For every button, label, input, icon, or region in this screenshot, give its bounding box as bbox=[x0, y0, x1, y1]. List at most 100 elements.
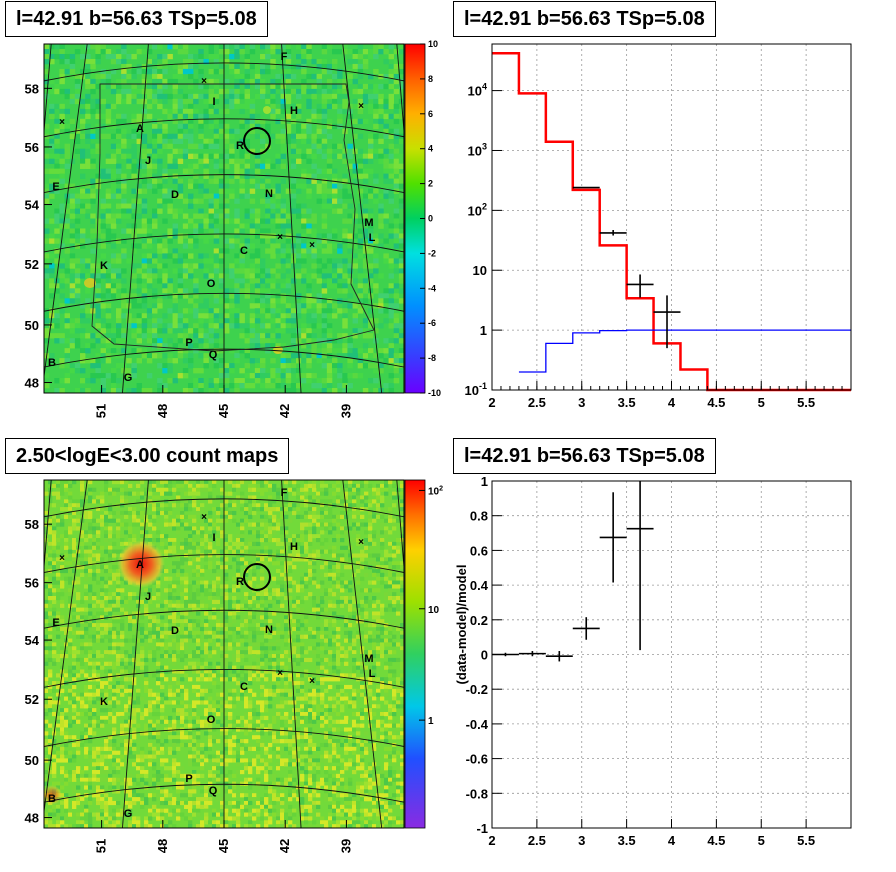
longitude-line bbox=[281, 480, 302, 828]
model-component-histogram bbox=[518, 329, 851, 373]
x-tick-label: 4.5 bbox=[707, 833, 725, 848]
source-label-n: N bbox=[265, 624, 273, 636]
colorbar bbox=[404, 479, 426, 829]
coordinate-grid bbox=[44, 480, 404, 828]
x-tick-label: 5 bbox=[758, 833, 765, 848]
residual-plot: 2 2.5 3 3.5 4 4.5 5 5.5 1 0.8 0.6 0.4 0.2 0 -0.2 -0.4 -0… bbox=[454, 474, 852, 848]
x-tick-label: 39 bbox=[338, 839, 353, 853]
source-label-c: C bbox=[240, 681, 248, 693]
spectrum-plot: 2 2.5 3 3.5 4 4.5 5 5.5 10-1 1 10 102 103 104 bbox=[465, 43, 852, 410]
data-point bbox=[599, 229, 627, 236]
y-tick-label: 10-1 bbox=[465, 381, 487, 398]
y-tick-label: 0.6 bbox=[470, 543, 488, 558]
x-tick-label: 4 bbox=[668, 833, 676, 848]
y-tick-label: 1 bbox=[481, 474, 488, 489]
y-tick-label: 0 bbox=[481, 648, 488, 663]
count-map: × × × × × A B C D E F G H I J K LM N O P Q R 51 48 45 42 39 58 56 54 5… bbox=[25, 479, 443, 853]
residual-point bbox=[626, 481, 654, 651]
source-label-k: K bbox=[100, 260, 108, 272]
colorbar-tick-label: -6 bbox=[428, 318, 436, 328]
source-label-i: I bbox=[212, 96, 215, 108]
cross-marker: × bbox=[59, 553, 65, 564]
source-label-r: R bbox=[236, 576, 244, 588]
source-label-e: E bbox=[52, 617, 59, 629]
y-tick-label: -0.6 bbox=[466, 752, 488, 767]
y-tick-label: 56 bbox=[25, 576, 39, 591]
y-tick-label: 103 bbox=[468, 141, 487, 158]
data-point bbox=[653, 295, 681, 349]
source-label-a: A bbox=[136, 123, 144, 135]
data-point bbox=[626, 274, 654, 298]
colorbar-tick-label: 102 bbox=[428, 485, 443, 497]
source-label-e: E bbox=[52, 181, 59, 193]
x-tick-label: 5 bbox=[758, 395, 765, 410]
y-tick-label: -0.8 bbox=[466, 786, 488, 801]
cross-marker: × bbox=[277, 232, 283, 243]
y-tick-label: -0.4 bbox=[466, 717, 489, 732]
source-label-n: N bbox=[265, 188, 273, 200]
target-circle bbox=[243, 127, 271, 155]
y-tick-label: -1 bbox=[476, 821, 488, 836]
cross-marker: × bbox=[201, 512, 207, 523]
coordinate-grid bbox=[44, 44, 404, 393]
y-tick-label: 54 bbox=[25, 633, 40, 648]
x-tick-label: 2.5 bbox=[528, 833, 546, 848]
x-tick-label: 45 bbox=[216, 839, 231, 853]
source-label-h: H bbox=[290, 541, 298, 553]
map-image: × × × × × A B C D E F G H I J K LM N O P Q R bbox=[44, 480, 404, 828]
source-label-j: J bbox=[145, 155, 151, 167]
source-label-m: M bbox=[364, 653, 373, 665]
longitude-line bbox=[122, 44, 149, 393]
residual-point bbox=[599, 492, 627, 583]
x-tick-label: 4 bbox=[668, 395, 676, 410]
y-axis-label: (data-model)/model bbox=[454, 565, 469, 685]
x-tick-label: 4.5 bbox=[707, 395, 725, 410]
x-tick-label: 3 bbox=[578, 833, 585, 848]
map-image: × × × × × A B C D E F G H I J K LM N O P Q R bbox=[44, 44, 404, 393]
source-label-b: B bbox=[48, 793, 56, 805]
source-label-j: J bbox=[145, 591, 151, 603]
x-tick-label: 51 bbox=[94, 404, 109, 418]
y-tick-label: 0.8 bbox=[470, 509, 488, 524]
plot-area bbox=[492, 481, 851, 828]
longitude-line bbox=[44, 44, 88, 380]
x-tick-label: 48 bbox=[155, 839, 170, 853]
y-tick-label: 102 bbox=[468, 201, 487, 218]
source-label-b: B bbox=[48, 357, 56, 369]
cross-marker: × bbox=[59, 117, 65, 128]
cross-marker: × bbox=[358, 101, 364, 112]
colorbar-tick-label: 4 bbox=[428, 144, 433, 154]
cross-marker: × bbox=[309, 676, 315, 687]
source-a-hotspot bbox=[117, 540, 165, 588]
source-label-g: G bbox=[124, 372, 133, 384]
top-right-title: l=42.91 b=56.63 TSp=5.08 bbox=[453, 1, 716, 37]
source-label-m: M bbox=[364, 217, 373, 229]
x-tick-label: 42 bbox=[277, 839, 292, 853]
y-tick-label: 52 bbox=[25, 257, 39, 272]
source-label-k: K bbox=[100, 696, 108, 708]
source-label-l: L bbox=[369, 668, 376, 680]
source-label-a: A bbox=[136, 559, 144, 571]
y-tick-label: -0.2 bbox=[466, 682, 488, 697]
warm-spot bbox=[273, 346, 283, 354]
x-tick-label: 5.5 bbox=[797, 833, 815, 848]
warm-spot bbox=[263, 106, 271, 114]
x-tick-label: 51 bbox=[94, 839, 109, 853]
y-tick-label: 50 bbox=[25, 753, 39, 768]
y-tick-label: 58 bbox=[25, 81, 39, 96]
y-tick-label: 50 bbox=[25, 318, 39, 333]
x-tick-label: 2.5 bbox=[528, 395, 546, 410]
colorbar-tick-label: 1 bbox=[428, 716, 434, 727]
colorbar-tick-label: 10 bbox=[428, 39, 438, 49]
top-left-title: l=42.91 b=56.63 TSp=5.08 bbox=[5, 1, 268, 37]
x-tick-label: 5.5 bbox=[797, 395, 815, 410]
cross-marker: × bbox=[358, 537, 364, 548]
y-tick-label: 0.4 bbox=[470, 578, 489, 593]
bottom-left-title: 2.50<logE<3.00 count maps bbox=[5, 438, 290, 474]
longitude-line bbox=[44, 44, 52, 137]
cross-marker: × bbox=[309, 240, 315, 251]
source-label-q: Q bbox=[209, 349, 218, 361]
colorbar-tick-label: 8 bbox=[428, 74, 433, 84]
source-label-c: C bbox=[240, 245, 248, 257]
